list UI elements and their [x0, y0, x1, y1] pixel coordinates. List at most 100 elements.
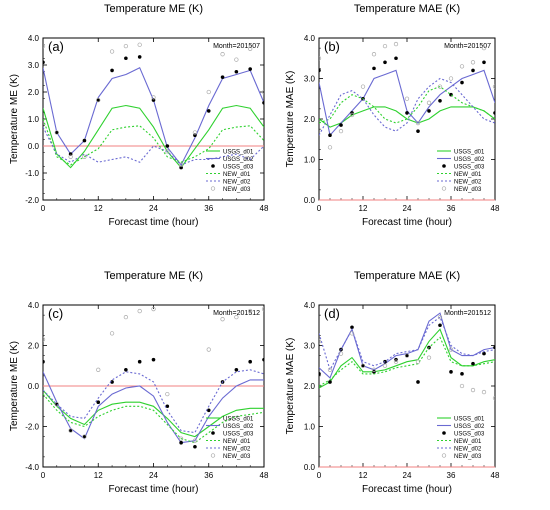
- y-tick-label: 2.0: [28, 88, 40, 97]
- data-point: [124, 44, 128, 48]
- legend-label: USGS_d01: [454, 149, 485, 155]
- data-point: [427, 101, 431, 105]
- data-point: [328, 146, 332, 150]
- series-new-d03: [317, 315, 497, 400]
- data-point: [262, 101, 266, 105]
- x-tick-label: 12: [359, 471, 368, 480]
- x-axis-label: Forecast time (hour): [108, 217, 198, 228]
- panel-title: Temperature MAE (K): [354, 270, 460, 282]
- data-point: [460, 372, 464, 376]
- legend-item: NEW_d01: [206, 172, 251, 178]
- panel-annotation: Month=201512: [444, 310, 491, 317]
- panel-title: Temperature ME (K): [104, 3, 203, 15]
- legend-label: NEW_d02: [454, 446, 482, 452]
- y-tick-label: -2.0: [25, 423, 39, 432]
- data-point: [394, 42, 398, 46]
- legend-item: NEW_d03: [211, 454, 251, 460]
- data-point: [235, 58, 239, 62]
- legend-swatch: [211, 187, 215, 191]
- data-point: [110, 50, 114, 54]
- x-tick-label: 0: [317, 471, 322, 480]
- x-axis-label: Forecast time (hour): [362, 484, 452, 495]
- legend-item: NEW_d03: [442, 454, 482, 460]
- x-tick-label: 36: [447, 204, 456, 213]
- data-point: [383, 61, 387, 65]
- legend-label: USGS_d03: [223, 431, 254, 437]
- x-tick-label: 0: [41, 471, 46, 480]
- y-tick-label: 2.0: [304, 382, 316, 391]
- data-point: [449, 370, 453, 374]
- x-tick-label: 24: [149, 204, 158, 213]
- panel-title: Temperature MAE (K): [354, 3, 460, 15]
- x-tick-label: 24: [403, 204, 412, 213]
- data-point: [166, 144, 170, 148]
- data-point: [221, 317, 225, 321]
- data-point: [110, 332, 114, 336]
- legend: USGS_d01USGS_d02USGS_d03NEW_d01NEW_d02NE…: [437, 416, 485, 460]
- y-tick-label: -1.0: [25, 169, 39, 178]
- legend-label: NEW_d01: [454, 172, 482, 178]
- y-tick-label: 3.0: [28, 61, 40, 70]
- legend-label: USGS_d01: [223, 416, 254, 422]
- y-tick-label: 4.0: [304, 301, 316, 310]
- legend-swatch: [442, 164, 446, 168]
- data-point: [124, 315, 128, 319]
- legend-item: USGS_d03: [211, 164, 254, 170]
- legend-item: USGS_d01: [437, 416, 485, 422]
- data-point: [152, 358, 156, 362]
- legend-label: USGS_d01: [454, 416, 485, 422]
- legend-label: USGS_d02: [454, 157, 485, 163]
- legend-item: USGS_d01: [206, 149, 254, 155]
- legend-item: NEW_d01: [206, 439, 251, 445]
- data-point: [493, 346, 497, 350]
- legend-label: USGS_d02: [454, 424, 485, 430]
- legend-item: NEW_d02: [437, 179, 482, 185]
- data-point: [138, 309, 142, 313]
- data-point: [83, 139, 87, 143]
- y-tick-label: 2.0: [28, 342, 40, 351]
- series-line: [319, 329, 495, 388]
- y-tick-label: 0.0: [28, 142, 40, 151]
- data-point: [110, 69, 114, 73]
- y-tick-label: 4.0: [28, 34, 40, 43]
- legend-item: NEW_d02: [437, 446, 482, 452]
- data-point: [405, 97, 409, 101]
- legend-label: NEW_d01: [223, 172, 251, 178]
- data-point: [221, 75, 225, 79]
- legend-item: NEW_d02: [206, 179, 251, 185]
- legend-item: USGS_d02: [437, 157, 485, 163]
- series-new-d03: [317, 42, 497, 149]
- chart-panel-b: Temperature MAE (K) (b) Month=201507 0.0 1.0…: [285, 3, 500, 228]
- y-axis-label: Temperature ME (K): [9, 341, 20, 431]
- data-point: [372, 67, 376, 71]
- legend-item: NEW_d03: [211, 187, 251, 193]
- x-tick-label: 24: [403, 471, 412, 480]
- y-axis-label: Temperature ME (K): [9, 74, 20, 164]
- panel-label: (c): [48, 306, 63, 321]
- y-axis-label: Temperature MAE (K): [285, 71, 296, 168]
- data-point: [460, 81, 464, 85]
- y-tick-label: -2.0: [25, 196, 39, 205]
- x-tick-label: 24: [149, 471, 158, 480]
- legend-label: NEW_d03: [454, 187, 482, 193]
- y-tick-label: 1.0: [304, 156, 316, 165]
- data-point: [339, 123, 343, 127]
- panel-annotation: Month=201512: [213, 310, 260, 317]
- data-point: [427, 109, 431, 113]
- data-point: [405, 111, 409, 115]
- legend-swatch: [442, 187, 446, 191]
- y-tick-label: 3.0: [304, 75, 316, 84]
- data-point: [207, 109, 211, 113]
- legend-swatch: [211, 454, 215, 458]
- data-point: [416, 129, 420, 133]
- data-point: [471, 61, 475, 65]
- data-point: [179, 441, 183, 445]
- data-point: [221, 52, 225, 56]
- legend-item: NEW_d02: [206, 446, 251, 452]
- x-tick-label: 48: [260, 204, 269, 213]
- data-point: [207, 409, 211, 413]
- legend-label: NEW_d03: [223, 187, 251, 193]
- data-point: [339, 129, 343, 133]
- data-point: [471, 69, 475, 73]
